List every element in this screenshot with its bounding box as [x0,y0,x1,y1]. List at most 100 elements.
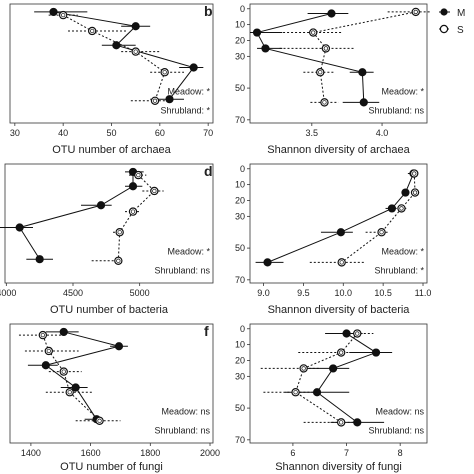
data-point [96,201,106,210]
data-point [87,26,97,36]
significance-label: Shrubland: ns [368,105,424,115]
x-tick-label: 30 [10,128,20,138]
x-tick-label: 9.5 [297,288,310,298]
data-point-inner [318,70,323,75]
data-point [397,204,406,213]
significance-label: Shrubland: ns [154,265,210,275]
legend-label: M [457,8,465,19]
significance-label: Meadow: * [167,246,210,256]
x-tick-label: 1800 [140,448,160,458]
data-point [309,28,318,37]
data-point-inner [152,188,157,194]
legend-label: S [457,25,464,36]
panel-d: 9.0 9.5 10.0 10.5 11.0 0 10 20 30 50 70 Shannon div… [204,163,431,316]
data-point-inner [117,230,122,235]
panel-e: 1400 1600 1800 2000 OTU number of fungi Meado… [9,323,220,473]
y-tick-label: 10 [235,180,245,190]
x-tick-label: 1600 [81,448,101,458]
y-tick-label: 30 [235,51,245,61]
data-point [299,364,308,373]
panel-letter: d [204,163,213,179]
y-tick-label: 30 [235,211,245,221]
series-line [18,171,134,260]
data-point [41,361,50,370]
data-point-inner [130,209,136,214]
y-tick-label: 50 [235,243,245,253]
y-tick-label: 20 [235,35,245,45]
x-tick-label: 2000 [200,448,220,458]
data-point-inner [40,332,45,338]
panel-letter: b [204,3,213,19]
data-point [342,329,351,338]
series-meadow [250,9,380,107]
significance-label: Meadow: ns [375,406,424,416]
data-point-inner [162,70,167,75]
data-point-inner [46,348,51,354]
data-point [327,9,336,18]
series-line [44,331,121,420]
series-line [256,13,365,103]
x-tick-label: 4000 [0,288,16,298]
y-tick-label: 0 [240,164,245,174]
plot-frame [4,163,214,284]
y-tick-label: 0 [240,324,245,334]
y-tick-label: 10 [235,20,245,30]
panel-letter: f [204,323,209,339]
data-point [316,68,325,77]
data-point-inner [136,172,141,178]
data-point [131,47,140,56]
y-tick-label: 20 [235,355,245,365]
x-tick-label: 60 [155,128,165,138]
data-point [336,418,346,427]
data-point-inner [355,331,360,336]
series-line [341,173,416,263]
y-tick-label: 70 [235,275,245,285]
data-point [59,367,68,376]
data-point-inner [61,12,66,18]
x-tick-label: 1400 [21,448,41,458]
data-point [15,223,24,232]
panel-b: 3.5 4.0 0 10 20 30 50 70 Shannon diversity of ar… [204,3,430,156]
legend: MS [439,8,465,36]
y-tick-label: 0 [240,4,245,14]
data-point-inner [116,258,121,263]
x-tick-label: 4.0 [376,128,389,138]
data-point [128,207,138,216]
y-tick-label: 30 [235,371,245,381]
data-point-inner [61,369,66,374]
data-point [291,388,300,397]
legend-item: S [439,24,464,36]
data-point [410,169,419,178]
y-tick-label: 50 [235,403,245,413]
x-axis-title: OTU number of archaea [52,144,171,156]
data-point [134,170,143,180]
series-meadow [27,327,128,424]
data-point-inner [339,420,344,425]
data-point-inner [379,230,384,235]
series-shrubland [18,330,121,425]
data-point-inner [399,206,404,211]
data-point [353,329,362,338]
panel-f: 6 7 8 0 10 20 30 50 70 Shannon diversity of fungi… [204,323,428,473]
x-axis-title: Shannon diversity of fungi [275,461,402,473]
data-point [115,228,124,237]
significance-label: Shrubland: ns [368,425,424,435]
data-point [65,388,74,397]
data-point [336,348,346,357]
series-meadow [0,167,144,264]
plot-frame [249,163,428,284]
data-point [165,95,174,104]
x-tick-label: 5000 [130,288,150,298]
data-point [71,383,80,392]
y-tick-label: 50 [235,83,245,93]
data-point [131,22,140,31]
data-point-inner [67,390,72,395]
data-point [261,44,270,53]
x-tick-label: 4500 [63,288,83,298]
x-tick-label: 3.5 [306,128,319,138]
data-point [95,416,104,425]
data-point [411,7,420,17]
y-tick-label: 70 [235,435,245,445]
